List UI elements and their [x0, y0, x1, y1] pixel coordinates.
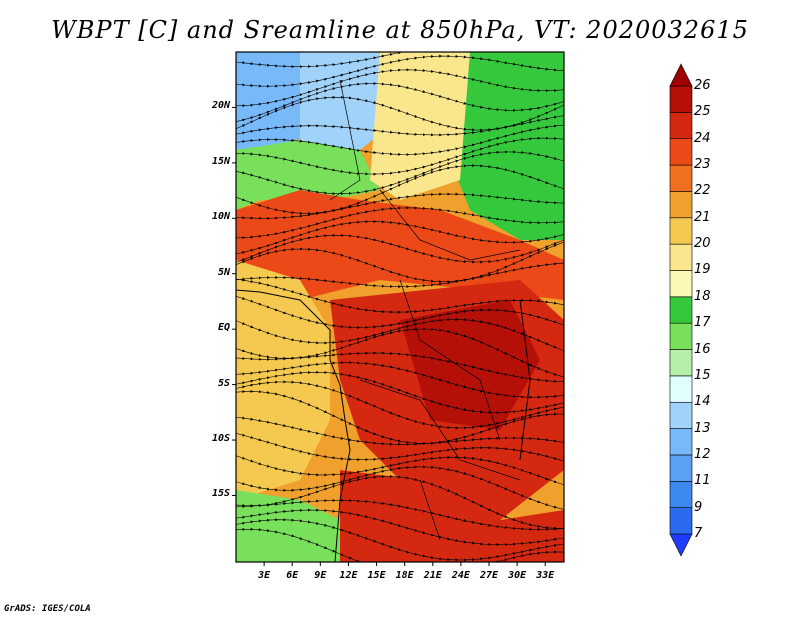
colorbar-label: 26	[694, 78, 711, 93]
lon-label: 30E	[508, 570, 527, 581]
colorbar-label: 21	[694, 209, 711, 225]
colorbar-swatch	[669, 217, 693, 245]
colorbar-label: 24	[694, 130, 711, 146]
lon-label: 3E	[258, 570, 271, 581]
lon-label: 18E	[395, 570, 414, 581]
colorbar-swatch	[669, 428, 693, 456]
colorbar-swatch	[669, 243, 693, 271]
colorbar-swatch	[669, 138, 693, 166]
lon-label: 21E	[423, 570, 442, 581]
colorbar-label: 16	[694, 341, 711, 357]
lat-label: 15N	[211, 155, 230, 167]
colorbar-swatch	[669, 270, 693, 298]
colorbar-label: 20	[694, 236, 711, 252]
axis-ticks	[232, 106, 546, 566]
colorbar-swatch	[669, 63, 693, 87]
lon-label: 24E	[451, 570, 470, 581]
lon-label: 27E	[479, 570, 499, 581]
colorbar-label: 22	[694, 183, 711, 199]
lon-label: 33E	[536, 570, 555, 581]
colorbar-swatch	[669, 164, 693, 192]
colorbar-label: 23	[694, 157, 711, 173]
colorbar-label: 15	[694, 367, 711, 383]
colorbar	[669, 63, 693, 557]
colorbar-swatch	[669, 507, 693, 535]
credit-text: GrADS: IGES/COLA	[4, 604, 91, 614]
colorbar-label: 18	[694, 288, 711, 304]
lat-label: 15S	[211, 488, 230, 500]
lon-label: 15E	[367, 570, 386, 581]
colorbar-label: 25	[694, 104, 711, 120]
colorbar-swatch	[669, 401, 693, 429]
colorbar-label: 13	[694, 420, 711, 436]
lon-label: 6E	[286, 570, 299, 581]
colorbar-swatch	[669, 112, 693, 140]
colorbar-swatch	[669, 480, 693, 508]
colorbar-label: 19	[694, 262, 711, 278]
colorbar-swatch	[669, 375, 693, 403]
colorbar-swatch	[669, 533, 693, 557]
colorbar-label: 11	[694, 473, 711, 489]
streamline	[236, 527, 564, 562]
colorbar-label: 17	[694, 315, 711, 331]
lat-label: 20N	[211, 100, 230, 112]
chart-title: WBPT [C] and Sreamline at 850hPa, VT: 20…	[51, 16, 749, 44]
colorbar-label: 7	[694, 526, 703, 541]
colorbar-swatch	[669, 322, 693, 350]
colorbar-swatch	[669, 191, 693, 219]
lat-label: 10N	[211, 211, 230, 223]
lat-label: 10S	[211, 433, 230, 445]
colorbar-label: 9	[694, 499, 703, 515]
colorbar-swatch	[669, 296, 693, 324]
streamlines	[236, 52, 564, 562]
lon-label: 12E	[339, 570, 358, 581]
lat-label: 5S	[217, 377, 230, 389]
colorbar-label: 14	[694, 394, 711, 410]
map-frame	[235, 51, 565, 563]
lon-label: 9E	[314, 570, 327, 581]
colorbar-swatch	[669, 349, 693, 377]
lat-label: EQ	[217, 322, 230, 334]
colorbar-label: 12	[694, 446, 711, 462]
colorbar-swatch	[669, 454, 693, 482]
field-yellow-north	[370, 52, 470, 200]
lat-label: 5N	[217, 266, 230, 278]
colorbar-swatch	[669, 85, 693, 113]
